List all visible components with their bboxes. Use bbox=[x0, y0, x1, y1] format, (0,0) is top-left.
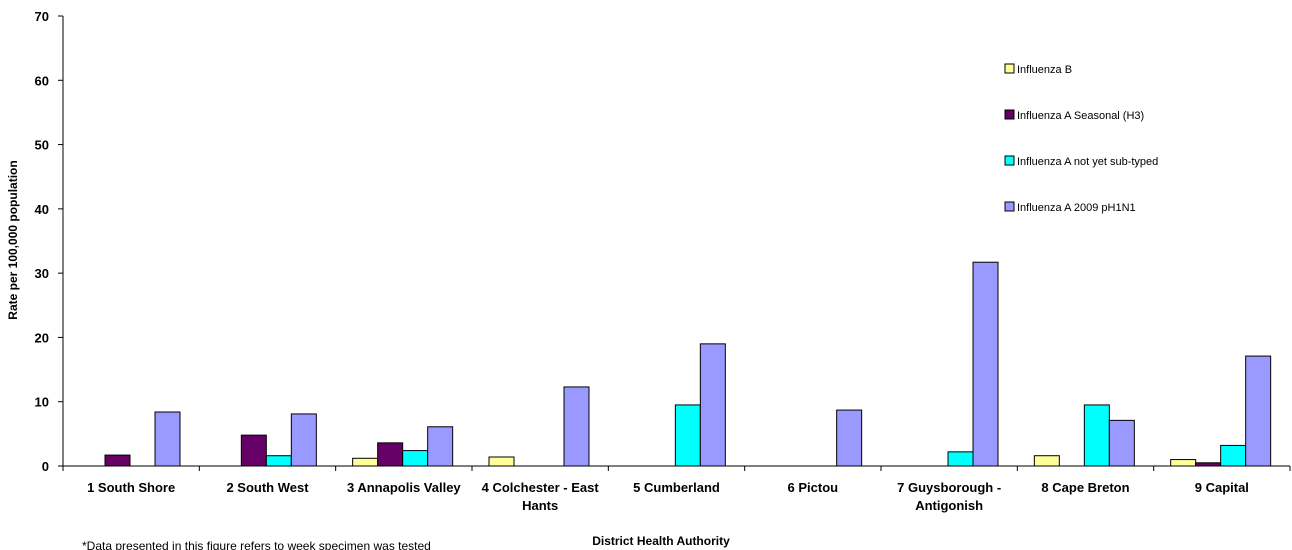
legend-label: Influenza A Seasonal (H3) bbox=[1017, 110, 1144, 122]
legend-swatch bbox=[1004, 109, 1015, 120]
x-tick-label: 4 Colchester - East bbox=[482, 480, 600, 495]
y-tick-label: 0 bbox=[42, 459, 49, 474]
x-tick-label: Hants bbox=[522, 498, 558, 513]
x-tick-label: 5 Cumberland bbox=[633, 480, 720, 495]
x-tick-label: 3 Annapolis Valley bbox=[347, 480, 461, 495]
y-tick-label: 40 bbox=[35, 202, 49, 217]
bar-3-2 bbox=[265, 455, 292, 467]
x-tick-label: 2 South West bbox=[226, 480, 309, 495]
y-tick-label: 30 bbox=[35, 266, 49, 281]
legend-swatch bbox=[1004, 155, 1015, 166]
footnote: *Data presented in this figure refers to… bbox=[82, 539, 431, 550]
y-axis-ticks: 0 10 20 30 40 50 60 70 bbox=[35, 9, 63, 474]
bar-3-5 bbox=[674, 404, 701, 467]
x-tick-label: Antigonish bbox=[915, 498, 983, 513]
bar-4-9 bbox=[1245, 355, 1272, 467]
bar-1-8 bbox=[1033, 455, 1060, 467]
bar-4-3 bbox=[427, 426, 454, 467]
x-tick-label: 7 Guysborough - bbox=[897, 480, 1001, 495]
bars bbox=[104, 261, 1272, 467]
x-tick-label: 8 Cape Breton bbox=[1041, 480, 1129, 495]
x-tick-label: 1 South Shore bbox=[87, 480, 175, 495]
bar-4-5 bbox=[699, 343, 726, 467]
bar-1-4 bbox=[488, 456, 515, 467]
bar-4-6 bbox=[836, 409, 863, 467]
bar-2-3 bbox=[377, 442, 404, 467]
axes bbox=[62, 16, 1291, 471]
legend-swatch bbox=[1004, 63, 1015, 74]
legend-label: Influenza A 2009 pH1N1 bbox=[1017, 202, 1136, 214]
bar-3-3 bbox=[402, 450, 429, 467]
y-tick-label: 60 bbox=[35, 73, 49, 88]
x-tick-label: 9 Capital bbox=[1195, 480, 1249, 495]
legend-swatch bbox=[1004, 201, 1015, 212]
bar-4-8 bbox=[1108, 419, 1135, 467]
legend-label: Influenza B bbox=[1017, 64, 1072, 76]
bar-1-3 bbox=[352, 457, 379, 467]
bar-3-9 bbox=[1220, 444, 1247, 467]
category-labels: 1 South Shore 2 South West 3 Annapolis Val… bbox=[87, 480, 1249, 513]
x-tick-label: 6 Pictou bbox=[788, 480, 839, 495]
bar-4-2 bbox=[290, 413, 317, 467]
bar-4-4 bbox=[563, 386, 590, 467]
bar-3-8 bbox=[1083, 404, 1110, 467]
legend: Influenza B Influenza A Seasonal (H3) Infl… bbox=[1004, 63, 1158, 214]
bar-4-1 bbox=[154, 411, 181, 467]
bar-4-7 bbox=[972, 261, 999, 467]
x-axis-title: District Health Authority bbox=[592, 534, 730, 548]
y-tick-label: 20 bbox=[35, 330, 49, 345]
bar-1-9 bbox=[1170, 459, 1197, 467]
y-axis-title: Rate per 100,000 population bbox=[6, 160, 20, 319]
y-tick-label: 70 bbox=[35, 9, 49, 24]
legend-label: Influenza A not yet sub-typed bbox=[1017, 156, 1158, 168]
bar-3-7 bbox=[947, 451, 974, 467]
bar-2-2 bbox=[240, 434, 267, 467]
bar-2-1 bbox=[104, 454, 131, 467]
y-tick-label: 50 bbox=[35, 138, 49, 153]
y-tick-label: 10 bbox=[35, 395, 49, 410]
